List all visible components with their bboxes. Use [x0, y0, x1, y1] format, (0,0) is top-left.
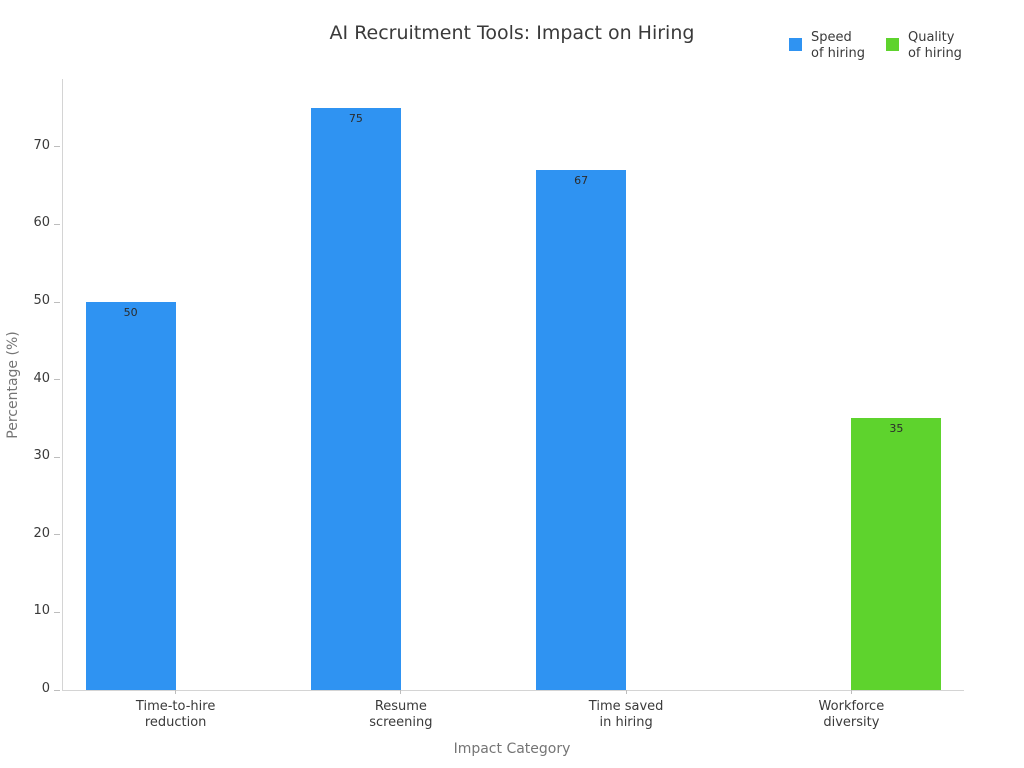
y-tick-mark — [54, 301, 60, 303]
x-tick-mark — [625, 690, 627, 694]
y-tick-label: 50 — [33, 293, 50, 309]
x-axis-title: Impact Category — [453, 741, 571, 757]
y-tick-mark — [54, 611, 60, 613]
legend-label-speed: Speed of hiring — [811, 30, 865, 61]
legend-swatch-quality-icon — [885, 38, 899, 51]
y-tick-mark — [54, 223, 60, 225]
chart-title: AI Recruitment Tools: Impact on Hiring — [329, 22, 695, 44]
y-tick-label: 60 — [33, 215, 50, 231]
x-tick-mark — [175, 690, 177, 694]
legend: Speed of hiring Quality of hiring — [789, 30, 962, 62]
y-tick-label: 30 — [33, 448, 50, 464]
bar-value-label: 35 — [889, 422, 904, 436]
bar-value-label: 50 — [123, 306, 138, 320]
x-tick-label: Workforce diversity — [818, 699, 885, 730]
y-tick-label: 0 — [41, 681, 50, 696]
bar-value-label: 75 — [348, 112, 363, 126]
bar-value-label: 67 — [574, 174, 589, 188]
y-tick-label: 40 — [33, 370, 50, 386]
x-tick-label: Resume screening — [369, 699, 433, 730]
x-tick-mark — [850, 690, 852, 694]
x-tick-label: Time-to-hire reduction — [135, 699, 216, 730]
plot-area: 0 10 20 30 40 50 60 70 Time-to-hire reduction Res… — [33, 79, 964, 730]
legend-label-quality: Quality of hiring — [907, 30, 962, 61]
x-tick-label: Time saved in hiring — [588, 699, 664, 730]
x-tick-mark — [400, 690, 402, 694]
y-tick-mark — [54, 689, 60, 691]
y-tick-mark — [54, 379, 60, 381]
legend-item-speed-of-hiring: Speed of hiring — [789, 30, 865, 62]
y-tick-mark — [54, 146, 60, 148]
y-tick-mark — [54, 456, 60, 458]
y-tick-label: 70 — [33, 137, 50, 153]
bar-quality-of-hiring-3 — [851, 418, 942, 690]
legend-item-quality-of-hiring: Quality of hiring — [885, 30, 962, 62]
bar-speed-of-hiring-1 — [310, 108, 401, 690]
y-tick-label: 10 — [33, 603, 50, 619]
y-tick-label: 20 — [33, 525, 50, 541]
bar-speed-of-hiring-2 — [536, 170, 627, 690]
bar-speed-of-hiring-0 — [85, 302, 176, 690]
y-tick-mark — [54, 534, 60, 536]
legend-swatch-speed-icon — [789, 38, 802, 51]
